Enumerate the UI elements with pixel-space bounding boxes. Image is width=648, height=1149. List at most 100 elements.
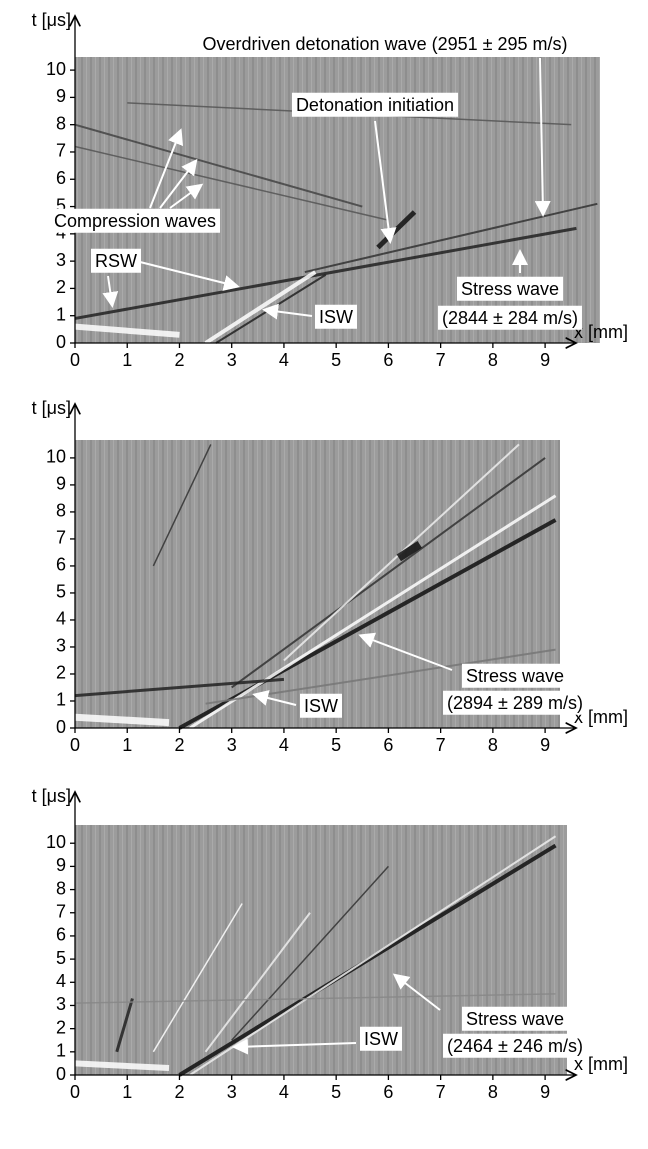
streak <box>178 843 557 1077</box>
y-tick-label: 1 <box>56 1041 66 1061</box>
annotation-box <box>49 208 221 233</box>
y-tick-label: 1 <box>56 690 66 710</box>
x-tick-label: 3 <box>227 735 237 755</box>
annotation-box <box>300 693 343 718</box>
streak <box>152 444 212 567</box>
annotation-arrow <box>159 158 198 209</box>
y-tick-label: 9 <box>56 86 66 106</box>
y-tick-label: 10 <box>46 59 66 79</box>
y-tick-label: 8 <box>56 501 66 521</box>
streak <box>231 865 389 1041</box>
annotation-box <box>315 304 358 329</box>
x-tick-label: 2 <box>174 1082 184 1102</box>
x-axis-label: x [mm] <box>574 1054 628 1074</box>
y-tick-label: 0 <box>56 332 66 352</box>
x-tick-label: 9 <box>540 1082 550 1102</box>
annotation-box <box>443 690 587 715</box>
annotation-box <box>456 276 564 301</box>
annotation-arrow <box>392 973 441 1011</box>
x-tick-label: 4 <box>279 350 289 370</box>
x-axis-label: x [mm] <box>574 707 628 727</box>
y-tick-label: 2 <box>56 1017 66 1037</box>
y-tick-label: 6 <box>56 925 66 945</box>
x-tick-label: 0 <box>70 735 80 755</box>
x-axis-label: x [mm] <box>574 322 628 342</box>
annotation: Overdriven detonation wave (2951 ± 295 m… <box>202 34 567 54</box>
x-tick-label: 4 <box>279 1082 289 1102</box>
annotation-arrow <box>149 128 184 209</box>
y-tick-label: 6 <box>56 168 66 188</box>
annotation: Detonation initiation <box>296 95 454 115</box>
streak <box>189 494 557 730</box>
annotation: ISW <box>304 696 338 716</box>
panel: x [mm]t [μs]0123456789012345678910Overdr… <box>32 10 628 370</box>
x-tick-label: 1 <box>122 350 132 370</box>
y-tick-label: 10 <box>46 832 66 852</box>
x-tick-label: 6 <box>383 1082 393 1102</box>
streak <box>396 540 422 562</box>
streak <box>152 903 243 1053</box>
annotation-arrow <box>252 690 297 706</box>
streak <box>74 993 556 1004</box>
annotation-arrow <box>139 261 240 291</box>
x-tick-label: 0 <box>70 350 80 370</box>
y-tick-label: 10 <box>46 447 66 467</box>
annotation: Stress wave <box>466 1009 564 1029</box>
annotation-box <box>291 92 459 117</box>
y-tick-label: 5 <box>56 582 66 602</box>
annotation-box <box>438 305 582 330</box>
annotation-box <box>360 1026 403 1051</box>
y-tick-label: 8 <box>56 113 66 133</box>
y-tick-label: 3 <box>56 250 66 270</box>
y-tick-label: 0 <box>56 1064 66 1084</box>
x-tick-label: 8 <box>488 735 498 755</box>
y-tick-label: 3 <box>56 994 66 1014</box>
x-tick-label: 7 <box>436 1082 446 1102</box>
y-tick-label: 8 <box>56 878 66 898</box>
x-tick-label: 9 <box>540 735 550 755</box>
streak <box>204 270 317 345</box>
streak <box>189 835 557 1076</box>
annotation: Stress wave <box>466 666 564 686</box>
y-tick-label: 2 <box>56 663 66 683</box>
y-axis-label: t [μs] <box>32 786 71 806</box>
y-tick-label: 9 <box>56 855 66 875</box>
x-tick-label: 7 <box>436 735 446 755</box>
annotation-box <box>461 1006 569 1031</box>
annotation-box <box>443 1033 587 1058</box>
y-tick-label: 5 <box>56 195 66 215</box>
y-tick-label: 7 <box>56 902 66 922</box>
streak-image <box>75 825 567 1075</box>
y-tick-label: 2 <box>56 277 66 297</box>
annotation-arrow <box>374 120 397 244</box>
y-axis-label: t [μs] <box>32 10 71 30</box>
streak <box>74 226 577 320</box>
y-tick-label: 3 <box>56 636 66 656</box>
x-tick-label: 1 <box>122 735 132 755</box>
y-tick-label: 4 <box>56 609 66 629</box>
streak <box>204 912 311 1053</box>
x-tick-label: 0 <box>70 1082 80 1102</box>
y-tick-label: 4 <box>56 971 66 991</box>
annotation: RSW <box>95 251 137 271</box>
annotation-box <box>461 663 569 688</box>
streak <box>74 713 170 727</box>
y-tick-label: 6 <box>56 555 66 575</box>
x-tick-label: 5 <box>331 735 341 755</box>
y-tick-label: 9 <box>56 474 66 494</box>
annotation: (2894 ± 289 m/s) <box>447 693 583 713</box>
annotation: ISW <box>364 1029 398 1049</box>
annotation-arrow <box>358 632 453 671</box>
x-tick-label: 5 <box>331 350 341 370</box>
annotation: Stress wave <box>461 279 559 299</box>
annotation-arrow <box>102 275 119 308</box>
x-tick-label: 7 <box>436 350 446 370</box>
x-tick-label: 6 <box>383 735 393 755</box>
annotation: Compression waves <box>54 211 216 231</box>
annotation: (2844 ± 284 m/s) <box>442 308 578 328</box>
x-tick-label: 2 <box>174 350 184 370</box>
x-tick-label: 8 <box>488 350 498 370</box>
x-tick-label: 3 <box>227 350 237 370</box>
y-tick-label: 1 <box>56 304 66 324</box>
